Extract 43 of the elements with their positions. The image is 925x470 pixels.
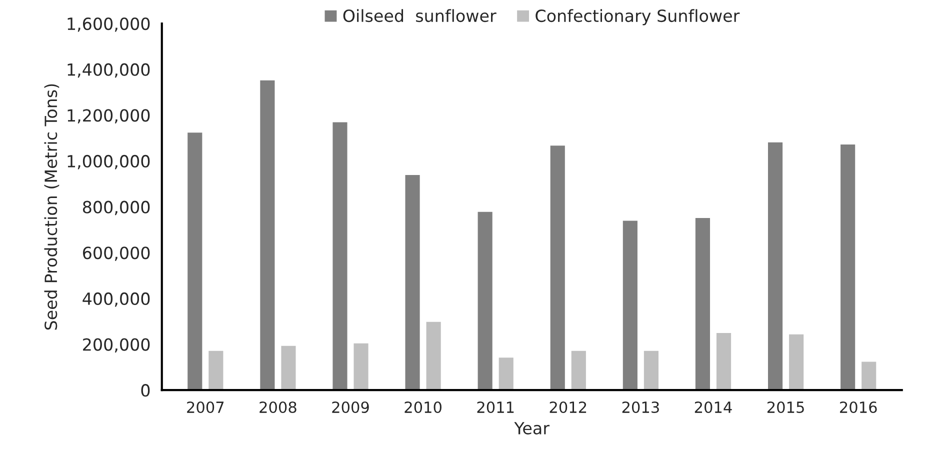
- x-tick-label: 2015: [767, 401, 804, 414]
- bar: [548, 144, 566, 390]
- legend-label: Oilseed sunflower: [343, 9, 496, 22]
- y-tick-label: 1,000,000: [68, 154, 150, 170]
- bar: [694, 216, 712, 390]
- bar: [788, 333, 805, 390]
- bar: [186, 131, 204, 390]
- x-tick-label: 2012: [550, 401, 586, 414]
- x-tick-label: 2011: [477, 401, 514, 414]
- bar: [258, 78, 276, 390]
- bar: [207, 350, 225, 390]
- bar: [839, 143, 856, 390]
- y-tick-label: 1,600,000: [68, 17, 150, 32]
- x-tick-label: 2013: [622, 401, 659, 414]
- bar: [570, 350, 588, 390]
- bar: [331, 120, 349, 390]
- x-tick-label: 2016: [840, 401, 877, 414]
- bar: [622, 219, 639, 390]
- bar: [352, 342, 370, 390]
- y-tick-label: 1,400,000: [68, 63, 150, 78]
- x-tick-label: 2014: [694, 401, 732, 414]
- x-axis-title: Year: [514, 422, 550, 434]
- y-tick-label: 400,000: [82, 292, 150, 307]
- bar: [715, 332, 732, 390]
- x-tick-label: 2009: [332, 401, 369, 414]
- x-tick-label: 2010: [404, 401, 442, 414]
- y-tick-label: 0: [141, 384, 150, 397]
- y-tick-label: 1,200,000: [68, 109, 150, 124]
- bar: [497, 356, 515, 390]
- x-tick-label: 2007: [187, 401, 224, 414]
- bar: [424, 320, 442, 390]
- y-axis-title: Seed Production (Metric Tons): [44, 84, 60, 330]
- legend-label: Confectionary Sunflower: [536, 9, 740, 26]
- y-tick-label: 600,000: [83, 246, 150, 261]
- y-tick-label: 800,000: [82, 200, 150, 216]
- bar: [280, 344, 298, 390]
- y-tick-label: 200,000: [83, 338, 150, 353]
- bar: [860, 360, 878, 390]
- bar: [642, 350, 660, 390]
- bar: [476, 210, 494, 390]
- bar: [404, 174, 422, 390]
- bar: [766, 141, 784, 390]
- x-tick-label: 2008: [260, 401, 296, 414]
